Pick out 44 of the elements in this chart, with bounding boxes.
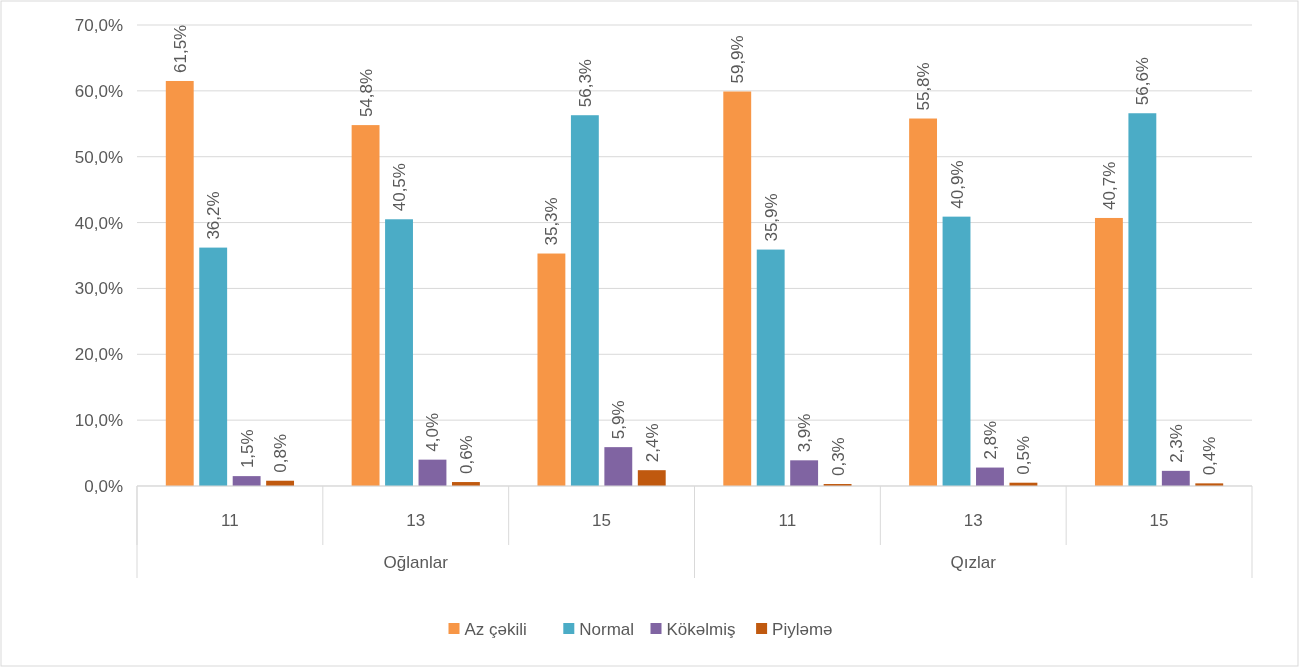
x-tick-label: 13 xyxy=(406,510,426,530)
data-label: 1,5% xyxy=(237,429,257,469)
text: Qızlar xyxy=(950,552,997,572)
y-tick-label: 40,0% xyxy=(74,213,123,233)
data-label: 56,3% xyxy=(575,59,595,108)
y-tick-label: 60,0% xyxy=(74,81,123,101)
text: Oğlanlar xyxy=(383,552,449,572)
data-label: 61,5% xyxy=(170,24,190,73)
data-label: 2,4% xyxy=(642,423,662,463)
data-label: 40,9% xyxy=(947,160,967,209)
data-label: 36,2% xyxy=(204,191,224,240)
data-label: 56,6% xyxy=(1133,57,1153,106)
data-label: 40,5% xyxy=(390,163,410,212)
data-label: 0,4% xyxy=(1200,436,1220,476)
data-label: 2,8% xyxy=(980,420,1000,460)
data-label: 54,8% xyxy=(356,68,376,118)
data-label: 35,9% xyxy=(761,193,781,242)
x-tick-label: 11 xyxy=(778,510,797,530)
x-tick-label: 15 xyxy=(1149,510,1169,530)
data-label: 55,8% xyxy=(914,62,934,111)
data-label: 0,5% xyxy=(1014,435,1034,475)
data-label: 0,3% xyxy=(828,437,848,477)
data-label: 5,9% xyxy=(609,400,629,440)
y-tick-label: 50,0% xyxy=(74,147,123,167)
x-tick-label: 13 xyxy=(963,510,983,530)
y-tick-label: 0,0% xyxy=(84,476,123,496)
legend-label: Piyləmə xyxy=(772,619,833,639)
legend-label: Normal xyxy=(579,619,635,639)
data-label: 40,7% xyxy=(1099,161,1119,210)
data-label: 4,0% xyxy=(423,412,443,452)
x-tick-label: 11 xyxy=(221,510,239,530)
legend-label: Kökəlmiş xyxy=(666,619,736,639)
y-tick-label: 30,0% xyxy=(74,279,123,299)
y-tick-label: 20,0% xyxy=(74,345,123,365)
data-label: 0,8% xyxy=(271,433,291,473)
data-label: 35,3% xyxy=(542,197,562,246)
data-label: 0,6% xyxy=(456,435,476,475)
data-label: 3,9% xyxy=(795,413,815,453)
data-label: 59,9% xyxy=(728,35,748,84)
legend-label: Az çəkili xyxy=(464,619,527,639)
data-label: 2,3% xyxy=(1166,424,1186,463)
y-tick-label: 70,0% xyxy=(74,15,123,35)
x-tick-label: 15 xyxy=(592,510,612,530)
y-tick-label: 10,0% xyxy=(74,411,123,431)
